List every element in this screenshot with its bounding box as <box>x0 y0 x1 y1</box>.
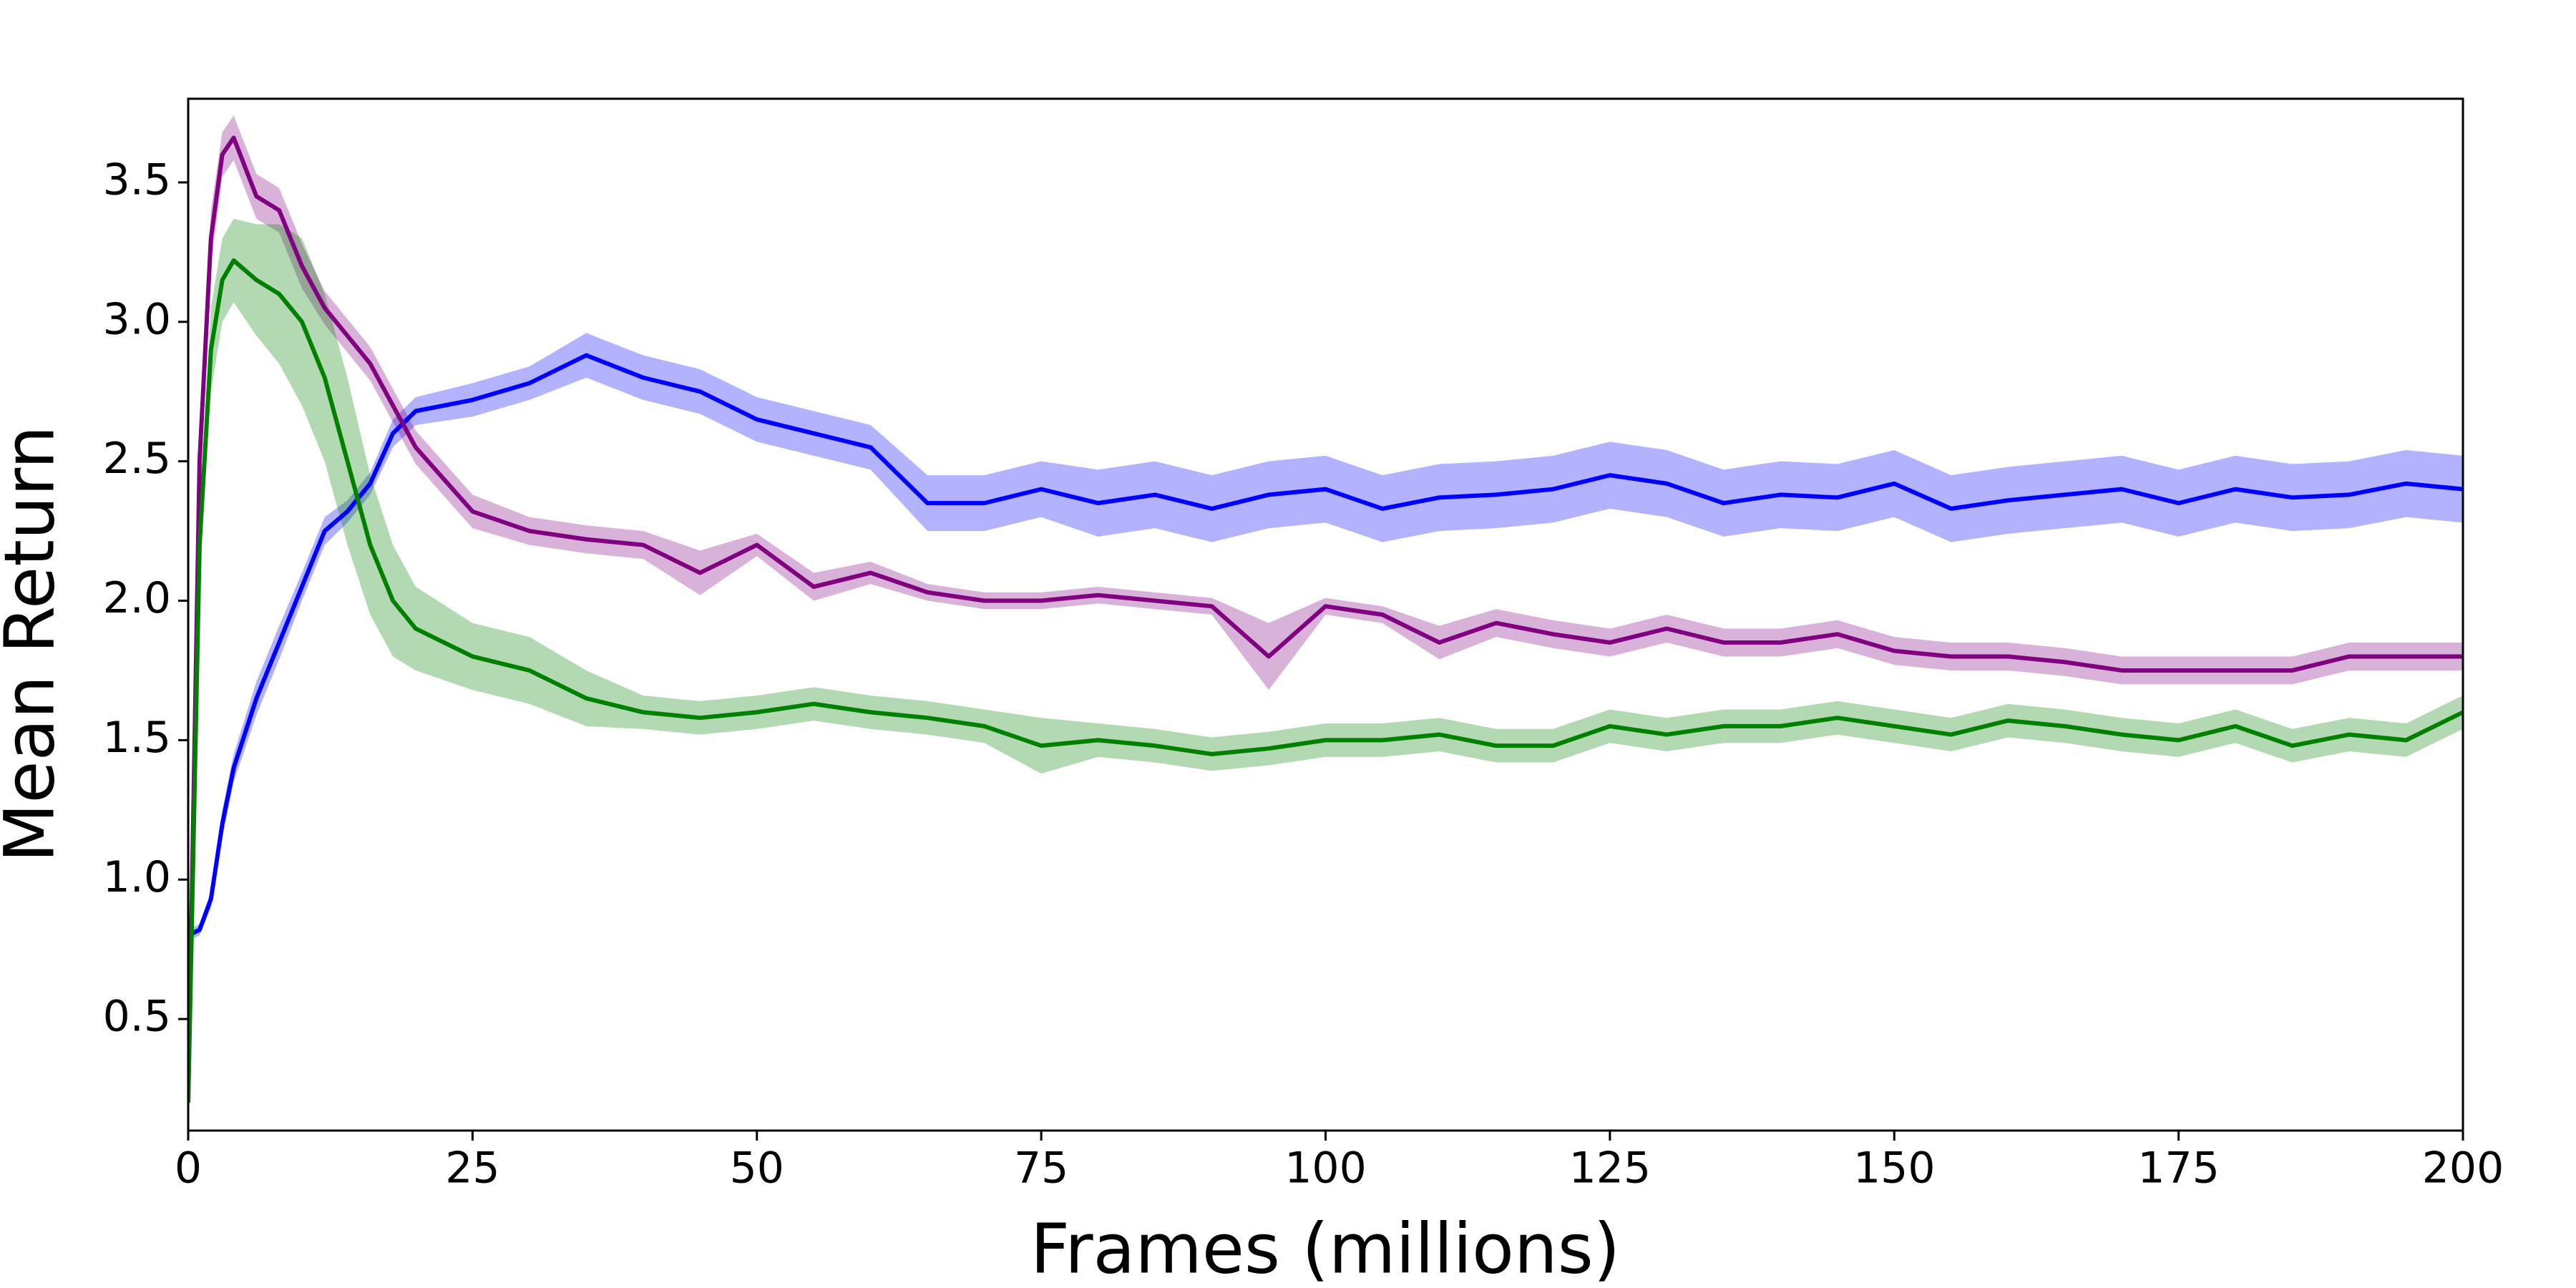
x-tick-label: 0 <box>175 1143 202 1194</box>
x-tick-label: 50 <box>730 1143 784 1194</box>
y-tick-label: 2.5 <box>103 434 171 484</box>
plot-area <box>188 115 2463 1108</box>
x-tick-label: 100 <box>1284 1143 1367 1194</box>
x-tick-label: 125 <box>1569 1143 1652 1194</box>
y-tick-label: 2.0 <box>103 573 171 623</box>
x-tick-label: 25 <box>445 1143 499 1194</box>
x-axis-title: Frames (millions) <box>1030 1209 1620 1288</box>
y-tick-label: 1.0 <box>103 852 171 902</box>
y-tick-label: 3.0 <box>103 294 171 344</box>
series-line <box>188 258 2463 1103</box>
y-axis-title: Mean Return <box>0 426 69 863</box>
series-line <box>188 353 2463 937</box>
y-tick-label: 0.5 <box>103 992 171 1042</box>
error-band <box>188 115 2463 1108</box>
x-tick-label: 150 <box>1853 1143 1936 1194</box>
series-line <box>188 135 2463 1103</box>
y-tick-label: 1.5 <box>103 713 171 763</box>
x-tick-label: 200 <box>2422 1143 2504 1194</box>
error-band <box>188 333 2463 941</box>
y-tick-label: 3.5 <box>103 155 171 205</box>
x-tick-label: 175 <box>2137 1143 2220 1194</box>
x-tick-label: 75 <box>1014 1143 1068 1194</box>
